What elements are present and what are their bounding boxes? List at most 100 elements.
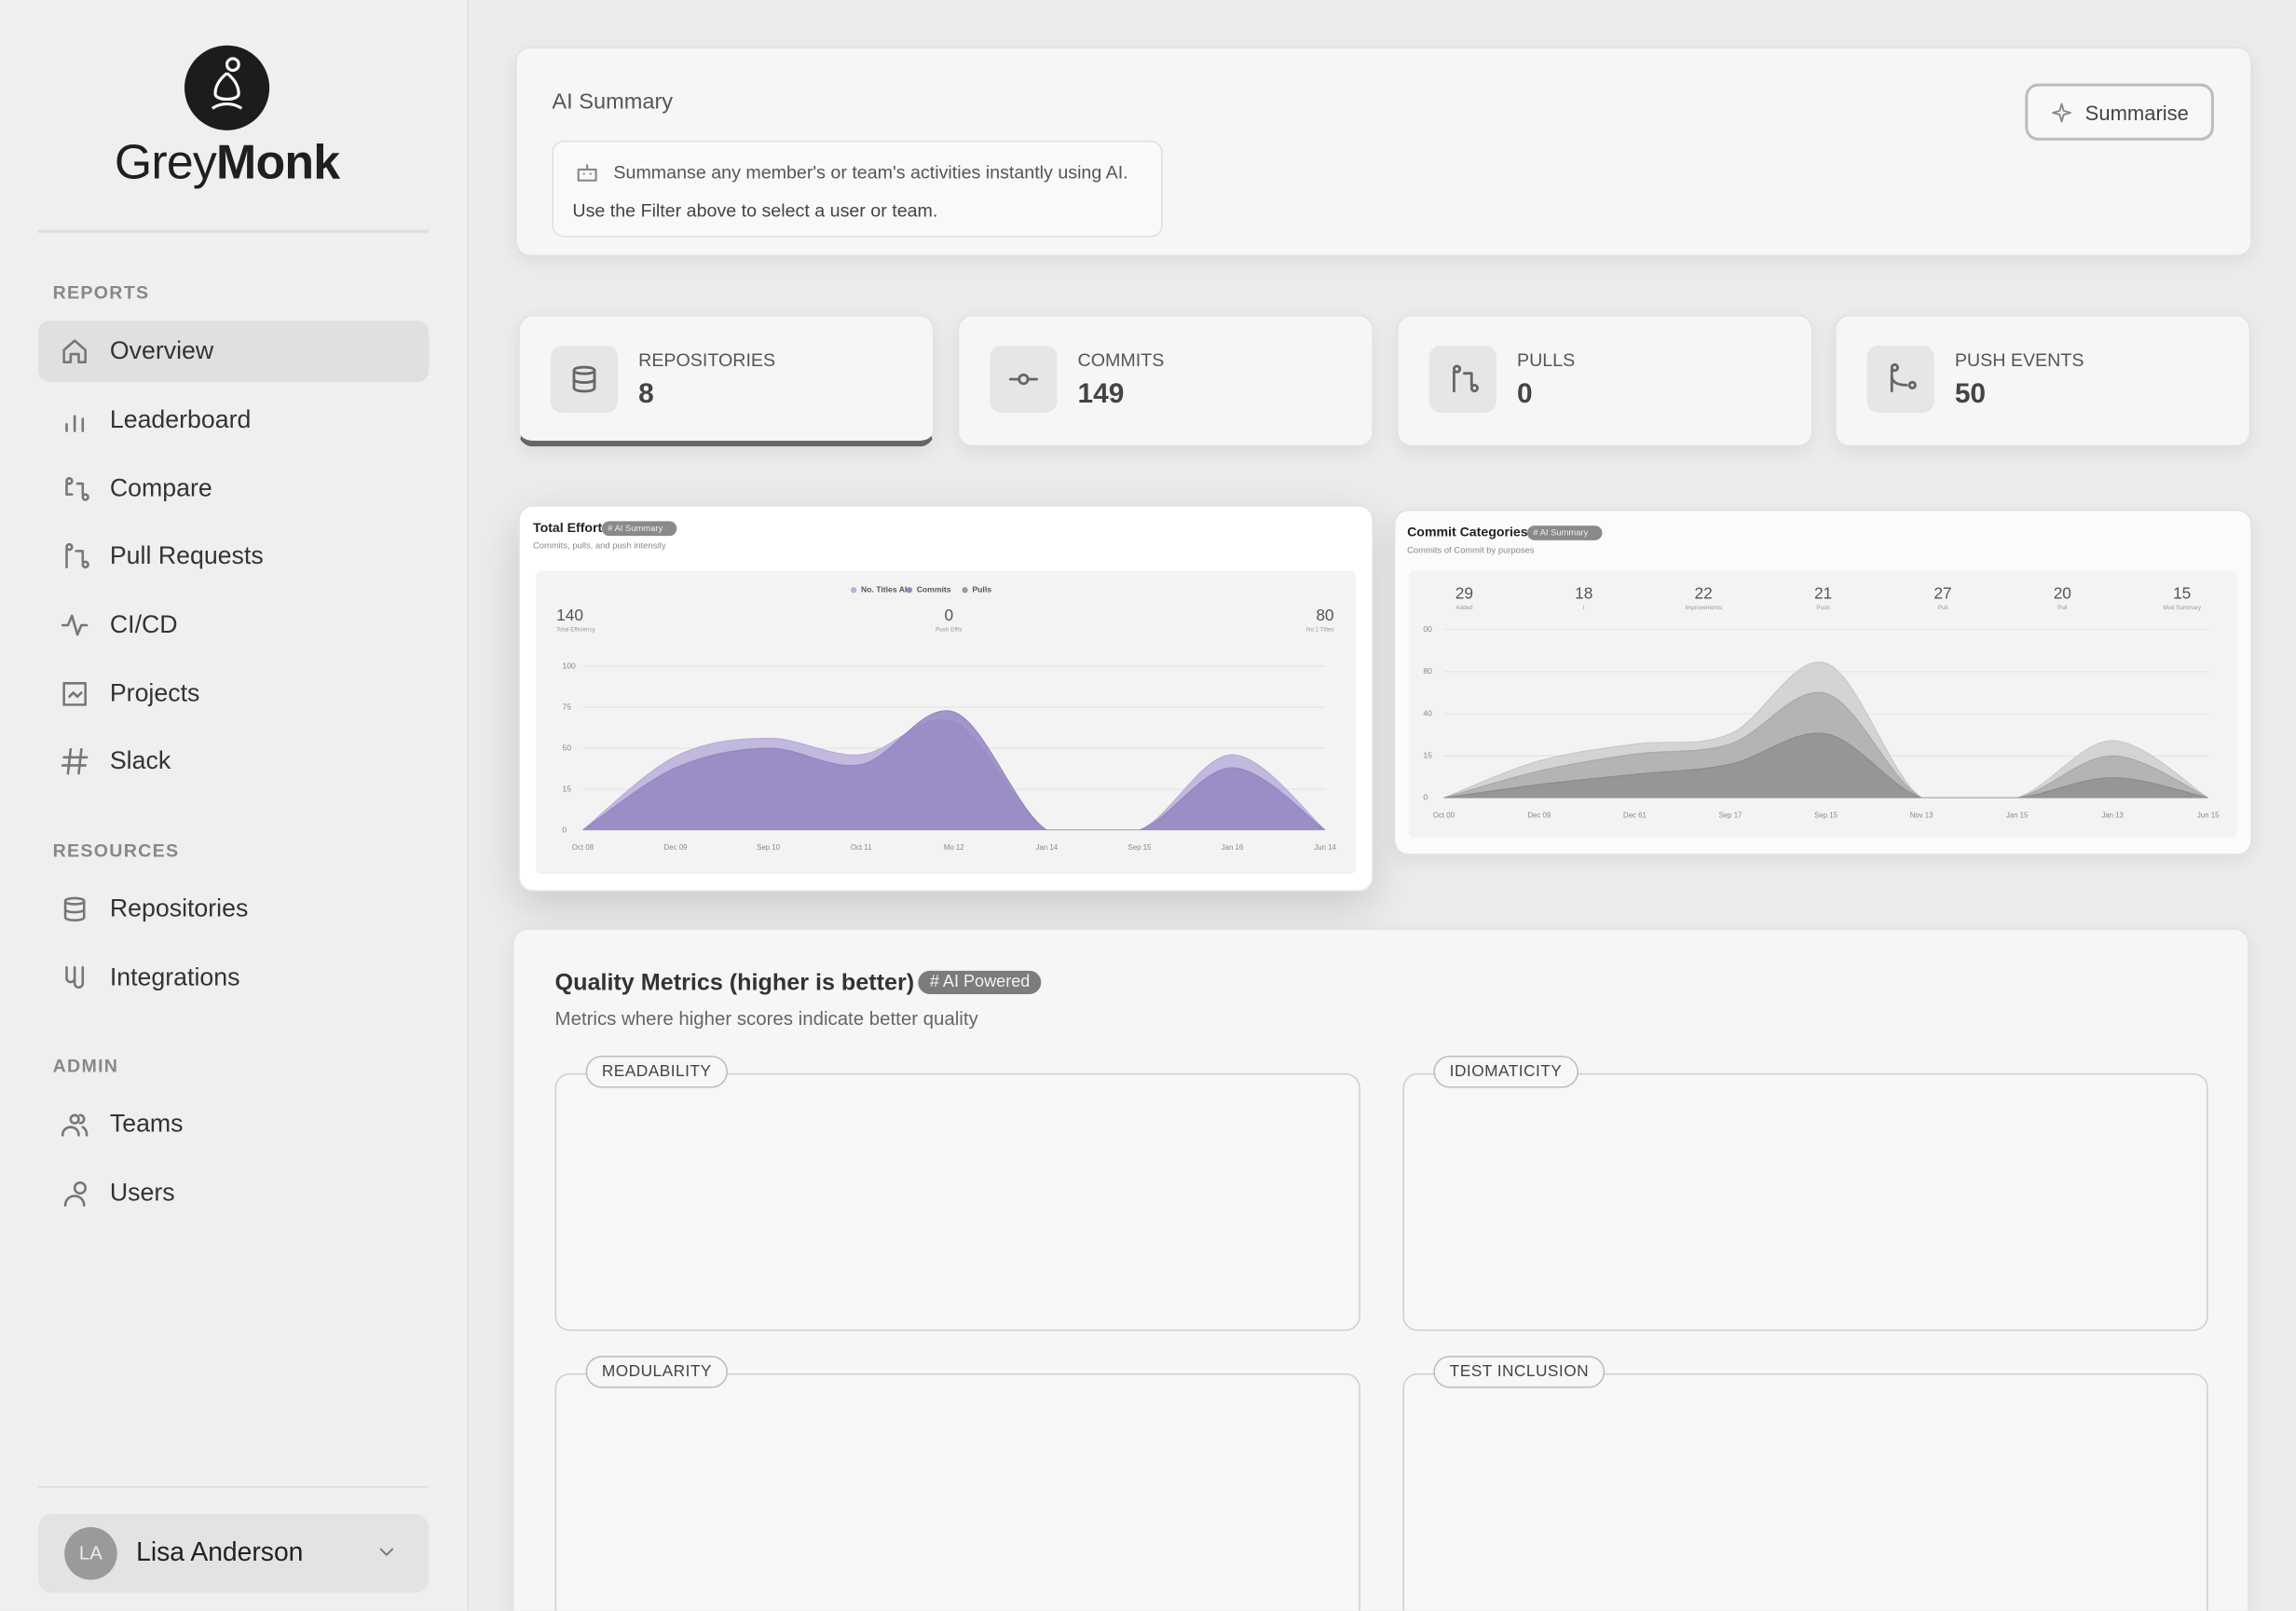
nav-label: Slack	[109, 746, 171, 775]
stat-card: REPOSITORIES 8	[518, 314, 935, 447]
nav-icon	[61, 747, 89, 775]
metric-title: IDIOMATICITY	[1433, 1055, 1578, 1088]
nav-item[interactable]: Projects	[38, 663, 430, 725]
nav-icon	[61, 1113, 89, 1137]
icon-path	[65, 477, 89, 501]
icon-path	[62, 682, 87, 706]
stat-icon-box	[550, 345, 619, 414]
nav-label: Pull Requests	[109, 541, 264, 570]
icon-path	[65, 542, 89, 568]
stat-card: PULLS 0	[1397, 314, 1813, 447]
sidebar: GreyMonk REPORTS Overview Leaderboard Compar…	[0, 0, 469, 1611]
divider	[37, 229, 430, 233]
icon-path	[379, 1548, 394, 1556]
summarise-button[interactable]: Summarise	[2025, 83, 2214, 141]
summarise-label: Summarise	[2084, 101, 2189, 125]
stat-label: PULLS	[1516, 349, 1576, 371]
nav-label: Overview	[109, 336, 214, 365]
avatar: LA	[64, 1526, 117, 1580]
metric-panel	[1402, 1072, 2208, 1331]
logo	[184, 45, 270, 130]
section-title: ADMIN	[52, 1055, 119, 1076]
nav-icon	[65, 542, 89, 568]
brand: GreyMonk	[0, 135, 454, 191]
nav-label: Teams	[109, 1110, 184, 1138]
nav-label: Users	[109, 1178, 175, 1207]
icon-path	[61, 614, 89, 636]
bot-icon	[577, 164, 597, 182]
metric-panel	[554, 1372, 1360, 1611]
icon-path	[63, 896, 86, 922]
stat-value: 8	[638, 378, 654, 410]
icon-path	[1008, 373, 1038, 386]
nav-icon	[61, 614, 89, 636]
stat-icon	[572, 365, 596, 393]
nav-icon	[65, 965, 85, 990]
icon-path	[1890, 363, 1917, 392]
stat-label: PUSH EVENTS	[1954, 349, 2084, 371]
nav-icon	[65, 477, 89, 501]
logo-circle	[184, 45, 270, 130]
stat-card: COMMITS 149	[957, 314, 1374, 447]
ai-title: AI Summary	[552, 89, 674, 115]
nav-label: Integrations	[109, 963, 240, 991]
icon-path	[577, 164, 597, 182]
user-menu[interactable]: LA Lisa Anderson	[37, 1513, 430, 1593]
icon-path	[61, 1113, 89, 1137]
quality-title: Quality Metrics (higher is better)	[554, 970, 915, 996]
nav-item[interactable]: Integrations	[38, 948, 430, 1009]
stat-icon	[1452, 364, 1479, 392]
nav-item[interactable]: Leaderboard	[38, 389, 430, 451]
chevron	[379, 1548, 394, 1556]
quality-badge: # AI Powered	[918, 970, 1042, 994]
nav-item[interactable]: CI/CD	[38, 594, 430, 656]
stat-value: 0	[1516, 378, 1533, 410]
ai-hint-box: Summanse any member's or team's activiti…	[552, 140, 1163, 238]
metric-panel	[554, 1072, 1360, 1331]
icon-path	[63, 1181, 87, 1207]
stat-icon	[1890, 363, 1917, 392]
metric-title: TEST INCLUSION	[1433, 1356, 1606, 1388]
nav-item[interactable]: Teams	[38, 1094, 430, 1155]
total-efforts-card	[518, 505, 1374, 892]
nav-icon	[62, 682, 87, 706]
stat-icon-box	[1428, 345, 1496, 414]
section-title: REPORTS	[52, 282, 150, 304]
stat-value: 50	[1954, 378, 1987, 410]
icon-path	[65, 415, 85, 432]
nav-label: CI/CD	[109, 610, 178, 639]
icon-path	[62, 339, 87, 363]
nav-label: Repositories	[109, 894, 249, 922]
brand-bold: Monk	[216, 134, 340, 189]
sparkle-icon	[2052, 102, 2071, 123]
logo-figure	[211, 57, 243, 110]
nav-icon	[62, 339, 87, 363]
metric-panel	[1402, 1372, 2208, 1611]
nav-icon	[65, 415, 85, 432]
metric-title: READABILITY	[585, 1055, 728, 1088]
icon-path	[572, 365, 596, 393]
icon-path	[61, 747, 89, 775]
nav-item[interactable]: Overview	[37, 321, 430, 383]
section-title: RESOURCES	[52, 840, 180, 861]
ai-summary-card: AI Summary Summanse any member's or team'…	[515, 47, 2252, 256]
nav-item[interactable]: Repositories	[38, 879, 430, 940]
stat-label: COMMITS	[1077, 349, 1165, 371]
metric-title: MODULARITY	[585, 1356, 729, 1388]
icon-path	[1452, 364, 1479, 392]
ai-hint-line: Summanse any member's or team's activiti…	[613, 162, 1128, 184]
nav-item[interactable]: Pull Requests	[38, 526, 430, 587]
nav-item[interactable]: Slack	[38, 730, 430, 792]
divider	[37, 1485, 430, 1488]
stat-label: REPOSITORIES	[638, 349, 776, 371]
nav-item[interactable]: Compare	[38, 458, 430, 520]
nav-item[interactable]: Users	[38, 1163, 430, 1224]
stat-icon	[1008, 373, 1038, 386]
stat-icon-box	[1866, 345, 1934, 414]
icon-path	[65, 965, 85, 990]
nav-label: Projects	[109, 679, 200, 707]
stat-value: 149	[1077, 378, 1125, 410]
commit-categories-card	[1393, 509, 2252, 855]
nav-label: Leaderboard	[109, 405, 252, 434]
